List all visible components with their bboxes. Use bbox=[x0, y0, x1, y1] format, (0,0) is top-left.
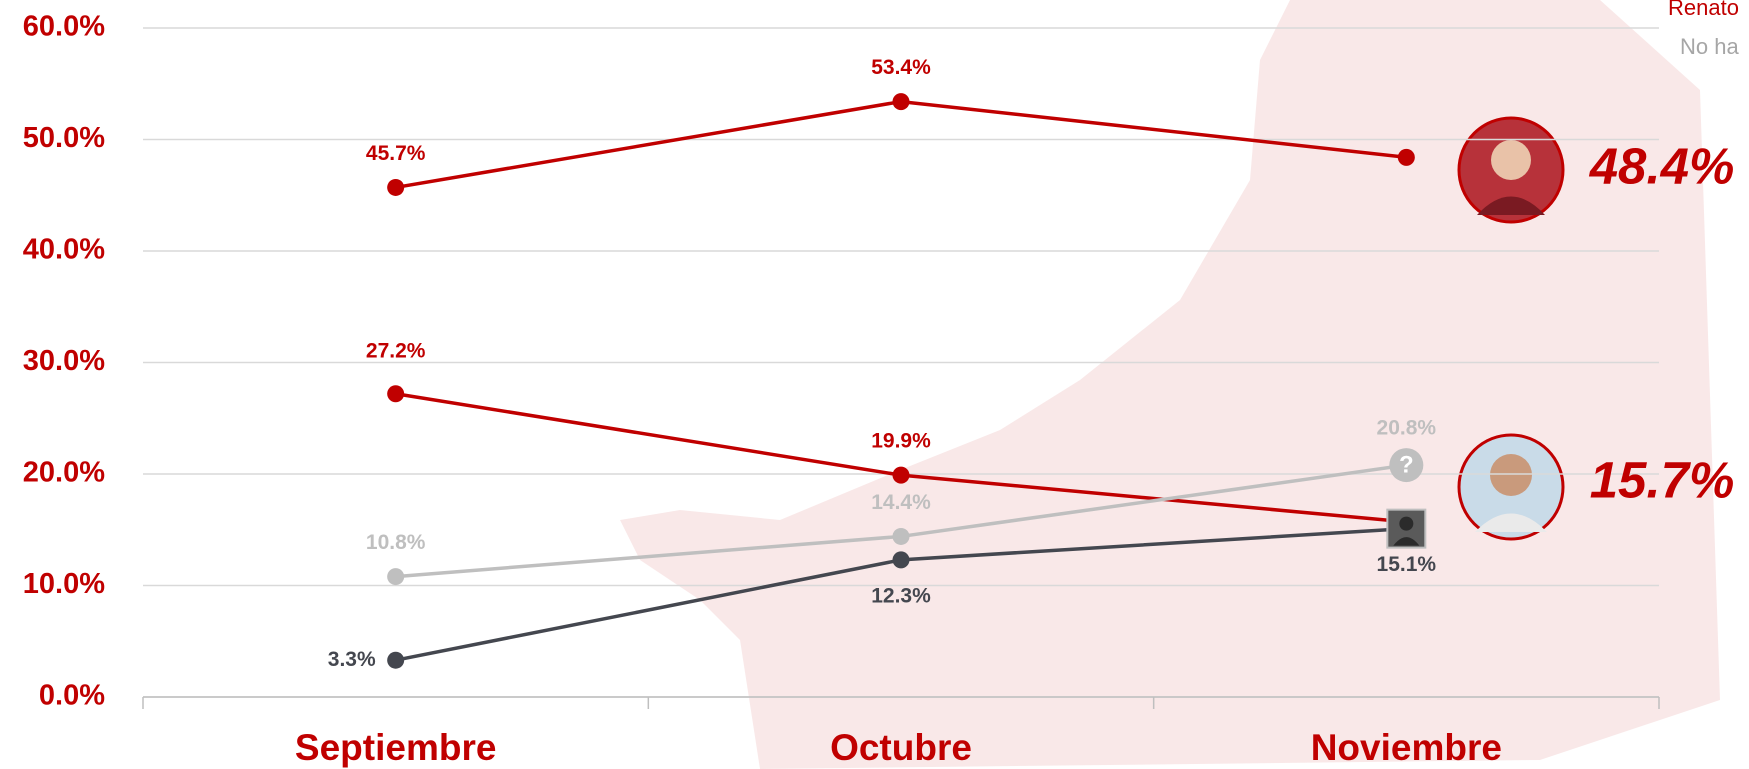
y-tick-label: 0.0% bbox=[39, 680, 105, 712]
marker bbox=[387, 568, 405, 586]
marker bbox=[892, 551, 910, 569]
marker bbox=[1397, 148, 1415, 166]
x-tick-label: Octubre bbox=[830, 727, 972, 768]
icon-head bbox=[1399, 516, 1414, 531]
y-tick-label: 40.0% bbox=[23, 234, 105, 266]
data-label: 45.7% bbox=[366, 142, 426, 165]
data-label: 53.4% bbox=[871, 56, 931, 79]
data-label: 27.2% bbox=[366, 339, 426, 362]
data-label: 19.9% bbox=[871, 430, 931, 453]
icon-glyph: ? bbox=[1399, 451, 1414, 478]
unknown-icon: ? bbox=[1389, 448, 1424, 483]
marker bbox=[387, 385, 405, 403]
y-tick-label: 50.0% bbox=[23, 122, 105, 154]
marker bbox=[387, 651, 405, 669]
person-icon bbox=[1386, 508, 1427, 549]
big-value-label: 15.7% bbox=[1590, 451, 1735, 508]
data-label: 12.3% bbox=[871, 584, 931, 607]
marker bbox=[387, 178, 405, 196]
photo-2 bbox=[1457, 433, 1565, 541]
x-tick-label: Noviembre bbox=[1311, 727, 1502, 768]
y-tick-label: 30.0% bbox=[23, 345, 105, 377]
big-value-label: 48.4% bbox=[1589, 137, 1735, 194]
marker bbox=[1389, 448, 1424, 483]
map-background bbox=[620, 0, 1720, 769]
photo-1 bbox=[1457, 116, 1565, 224]
x-tick-label: Septiembre bbox=[295, 727, 497, 768]
icon-body bbox=[1393, 537, 1420, 546]
legend-label: No ha bbox=[1680, 34, 1739, 59]
data-label: 14.4% bbox=[871, 491, 931, 514]
y-tick-label: 20.0% bbox=[23, 457, 105, 489]
marker bbox=[892, 527, 910, 545]
y-tick-label: 60.0% bbox=[23, 11, 105, 43]
data-label: 3.3% bbox=[328, 648, 376, 671]
legend-label: Renato bbox=[1668, 0, 1739, 20]
data-label: 15.1% bbox=[1377, 553, 1437, 576]
marker bbox=[892, 466, 910, 484]
data-label: 10.8% bbox=[366, 531, 426, 554]
marker bbox=[892, 93, 910, 111]
y-tick-label: 10.0% bbox=[23, 568, 105, 600]
data-label: 20.8% bbox=[1377, 417, 1437, 440]
